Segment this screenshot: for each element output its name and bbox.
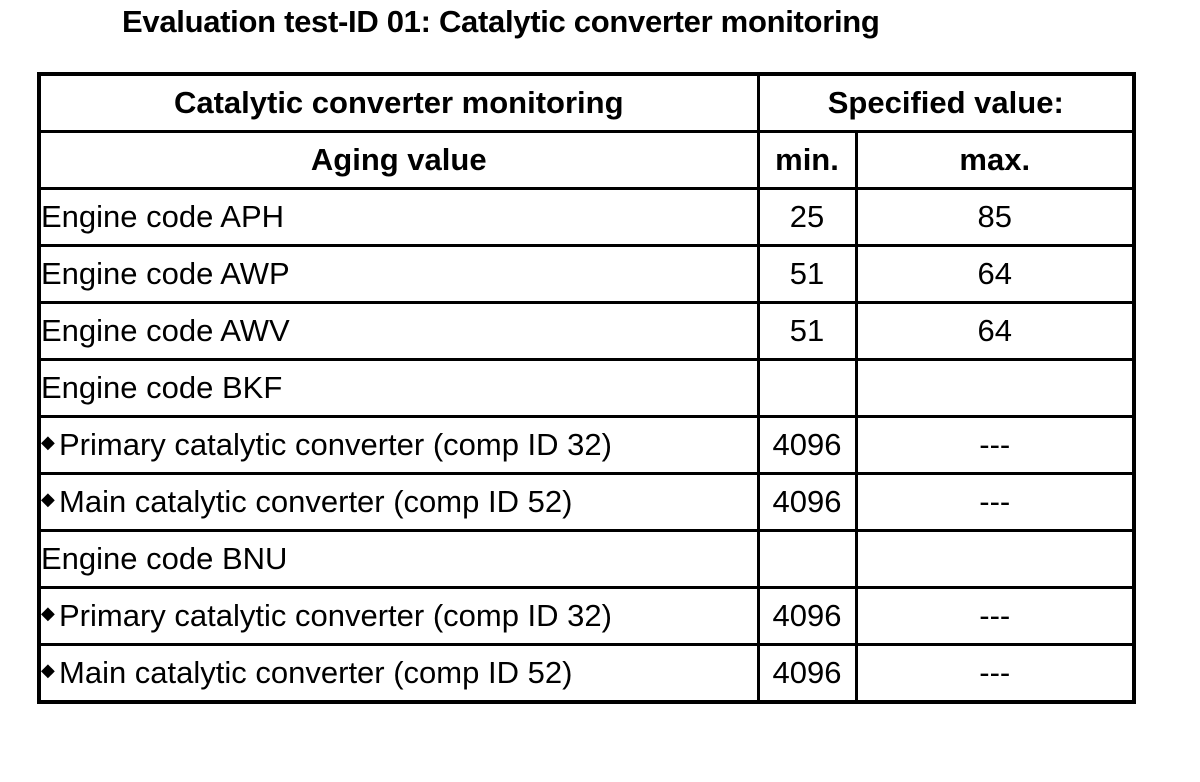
row-min: [756, 529, 858, 589]
header-max: max.: [854, 130, 1136, 190]
table-row: Engine code BKF: [37, 358, 1136, 418]
table-row: ◆ Main catalytic converter (comp ID 52) 4…: [37, 643, 1136, 704]
row-label: Engine code BNU: [37, 529, 760, 589]
row-label-text: Primary catalytic converter (comp ID 32): [59, 427, 612, 462]
row-label-sub: ◆ Primary catalytic converter (comp ID 32…: [37, 415, 760, 475]
header-row-2: Aging value min. max.: [37, 130, 1136, 190]
row-min: 4096: [756, 472, 858, 532]
row-min: [756, 358, 858, 418]
document-title: Evaluation test-ID 01: Catalytic convert…: [122, 4, 880, 39]
table-row: Engine code APH 25 85: [37, 187, 1136, 247]
row-min: 51: [756, 244, 858, 304]
row-label: Engine code AWP: [37, 244, 760, 304]
row-min: 4096: [756, 586, 858, 646]
row-min: 25: [756, 187, 858, 247]
table-row: ◆ Primary catalytic converter (comp ID 32…: [37, 586, 1136, 646]
diamond-bullet-icon: ◆: [41, 660, 55, 680]
row-label-text: Main catalytic converter (comp ID 52): [59, 655, 573, 690]
diamond-bullet-icon: ◆: [41, 489, 55, 509]
row-max: 64: [854, 301, 1136, 361]
header-aging-value: Aging value: [37, 130, 760, 190]
row-max: [854, 358, 1136, 418]
table-row: ◆ Primary catalytic converter (comp ID 32…: [37, 415, 1136, 475]
header-specified-value: Specified value:: [756, 72, 1136, 133]
table-row: Engine code AWP 51 64: [37, 244, 1136, 304]
row-label-sub: ◆ Primary catalytic converter (comp ID 32…: [37, 586, 760, 646]
row-label: Engine code BKF: [37, 358, 760, 418]
table-row: ◆ Main catalytic converter (comp ID 52) 4…: [37, 472, 1136, 532]
diamond-bullet-icon: ◆: [41, 432, 55, 452]
row-max: 64: [854, 244, 1136, 304]
header-min: min.: [756, 130, 858, 190]
row-max: ---: [854, 643, 1136, 704]
header-row-1: Catalytic converter monitoring Specified…: [37, 72, 1136, 133]
row-max: ---: [854, 415, 1136, 475]
row-min: 51: [756, 301, 858, 361]
row-label-sub: ◆ Main catalytic converter (comp ID 52): [37, 643, 760, 704]
row-label-text: Primary catalytic converter (comp ID 32): [59, 598, 612, 633]
diamond-bullet-icon: ◆: [41, 603, 55, 623]
row-label-sub: ◆ Main catalytic converter (comp ID 52): [37, 472, 760, 532]
table-row: Engine code BNU: [37, 529, 1136, 589]
specification-table: Catalytic converter monitoring Specified…: [37, 72, 1136, 704]
row-label-text: Main catalytic converter (comp ID 52): [59, 484, 573, 519]
row-min: 4096: [756, 415, 858, 475]
row-max: [854, 529, 1136, 589]
row-max: ---: [854, 472, 1136, 532]
row-label: Engine code APH: [37, 187, 760, 247]
table-row: Engine code AWV 51 64: [37, 301, 1136, 361]
row-max: ---: [854, 586, 1136, 646]
row-label: Engine code AWV: [37, 301, 760, 361]
header-monitoring: Catalytic converter monitoring: [37, 72, 760, 133]
row-min: 4096: [756, 643, 858, 704]
row-max: 85: [854, 187, 1136, 247]
